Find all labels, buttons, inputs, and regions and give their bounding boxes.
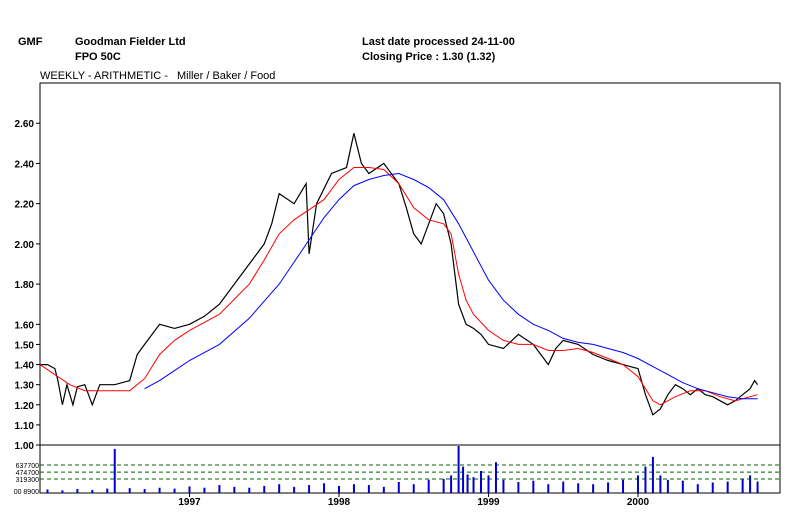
y-tick-label: 2.00 <box>15 240 35 251</box>
volume-tick-label: 00 8900 <box>14 489 39 496</box>
y-tick-label: 1.20 <box>15 401 35 412</box>
y-tick-label: 1.80 <box>15 280 35 291</box>
security-code: GMF <box>18 36 43 48</box>
closing-price: Closing Price : 1.30 (1.32) <box>362 51 496 63</box>
long-moving-average <box>144 172 758 400</box>
y-tick-label: 1.60 <box>15 320 35 331</box>
chart-frame <box>39 82 781 494</box>
chart-mode: WEEKLY - ARITHMETIC - <box>40 70 168 82</box>
y-axis: 2.60 2.40 2.20 2.00 1.80 1.60 1.50 1.40 1.30 1.20… <box>15 119 40 452</box>
volume-tick-label: 637700 <box>16 463 39 470</box>
short-ma-line <box>39 167 758 406</box>
long-ma-line <box>144 172 758 400</box>
y-tick-label: 1.30 <box>15 381 35 392</box>
price-line <box>40 133 759 416</box>
y-tick-label: 2.60 <box>15 119 35 130</box>
y-tick-label: 1.40 <box>15 361 35 372</box>
price-panel-frame <box>39 82 781 446</box>
y-tick-label: 1.00 <box>15 441 35 452</box>
volume-grid <box>40 464 780 480</box>
y-tick-label: 1.10 <box>15 421 35 432</box>
sector-label: Miller / Baker / Food <box>177 70 276 82</box>
y-tick-label: 2.20 <box>15 200 35 211</box>
x-tick-label: 1999 <box>477 497 500 508</box>
volume-bars <box>46 446 759 493</box>
x-tick-label: 2000 <box>627 497 650 508</box>
x-axis: 1997 1998 1999 2000 <box>178 493 650 508</box>
volume-tick-label: 319300 <box>16 477 39 484</box>
y-tick-label: 2.40 <box>15 159 35 170</box>
y-tick-label: 1.50 <box>15 340 35 351</box>
x-tick-label: 1998 <box>328 497 351 508</box>
x-tick-label: 1997 <box>178 497 201 508</box>
company-name: Goodman Fielder Ltd <box>75 36 186 48</box>
security-type: FPO 50C <box>75 51 121 63</box>
volume-tick-label: 474700 <box>16 470 39 477</box>
last-date-processed: Last date processed 24-11-00 <box>362 36 515 48</box>
volume-panel-frame <box>39 444 781 494</box>
price-series <box>40 133 759 416</box>
short-moving-average <box>39 167 758 406</box>
